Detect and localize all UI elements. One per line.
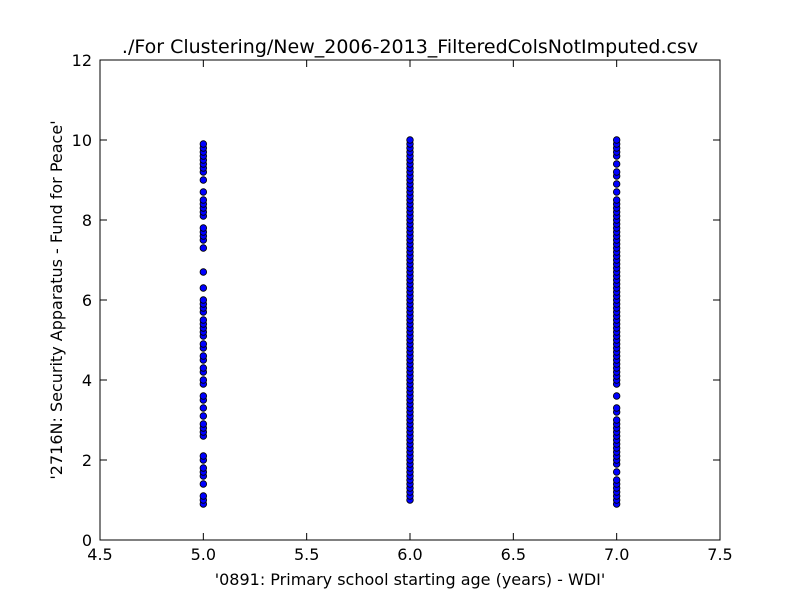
y-axis-label: '2716N: Security Apparatus - Fund for Pe…: [47, 120, 66, 479]
data-point: [199, 392, 208, 400]
y-tick-label: 10: [72, 131, 92, 150]
data-point: [612, 160, 621, 168]
data-point: [199, 140, 208, 148]
data-point: [612, 476, 621, 484]
data-point: [612, 180, 621, 188]
y-tick-label: 0: [82, 531, 92, 550]
x-tick-label: 4.5: [87, 545, 112, 564]
data-point: [199, 464, 208, 472]
y-tick-label: 12: [72, 51, 92, 70]
data-point: [199, 376, 208, 384]
y-tick-label: 6: [82, 291, 92, 310]
data-point: [612, 196, 621, 204]
data-point: [199, 452, 208, 460]
x-tick-label: 7.0: [604, 545, 629, 564]
data-point: [199, 176, 208, 184]
x-axis-label: '0891: Primary school starting age (year…: [215, 570, 606, 589]
data-point: [199, 420, 208, 428]
data-point: [199, 188, 208, 196]
data-point: [199, 404, 208, 412]
y-tick-label: 8: [82, 211, 92, 230]
data-point: [612, 136, 621, 144]
data-point: [612, 416, 621, 424]
data-point: [199, 196, 208, 204]
x-tick-label: 5.0: [191, 545, 216, 564]
data-point: [199, 340, 208, 348]
y-tick-label: 4: [82, 371, 92, 390]
x-tick-label: 6.5: [501, 545, 526, 564]
data-point: [612, 404, 621, 412]
chart-title: ./For Clustering/New_2006-2013_FilteredC…: [122, 36, 698, 58]
x-tick-label: 7.5: [707, 545, 732, 564]
data-point: [199, 244, 208, 252]
data-point: [199, 352, 208, 360]
data-point: [199, 364, 208, 372]
data-point: [199, 268, 208, 276]
data-point: [612, 188, 621, 196]
data-point: [199, 224, 208, 232]
data-point: [199, 296, 208, 304]
data-point: [612, 392, 621, 400]
points-layer: [199, 136, 621, 508]
ticks-layer: 4.5 5.0 5.5 6.0 6.5 7.0 7.5 0 2 4 6 8 10 12: [72, 51, 733, 564]
x-tick-label: 5.5: [294, 545, 319, 564]
data-point: [406, 136, 414, 144]
data-point: [612, 468, 621, 476]
y-tick-label: 2: [82, 451, 92, 470]
data-point: [199, 480, 208, 488]
data-point: [199, 492, 208, 500]
data-point: [612, 168, 621, 176]
data-point: [199, 412, 208, 420]
x-tick-label: 6.0: [397, 545, 422, 564]
data-point: [199, 284, 208, 292]
data-point: [199, 316, 208, 324]
